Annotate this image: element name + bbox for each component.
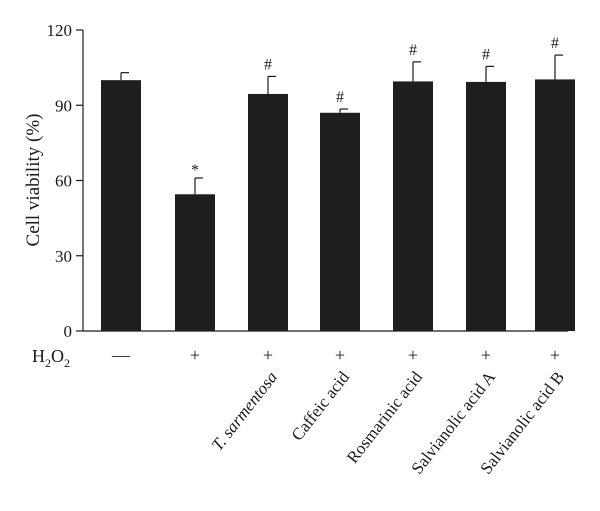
h2o2-sign: + bbox=[190, 345, 200, 365]
y-tick-label: 120 bbox=[47, 21, 73, 40]
y-tick-label: 60 bbox=[55, 172, 72, 191]
h2o2-sign: + bbox=[481, 345, 491, 365]
h2o2-sign: + bbox=[263, 345, 273, 365]
y-axis-title: Cell viability (%) bbox=[23, 114, 44, 247]
y-tick-label: 90 bbox=[55, 96, 72, 115]
bar bbox=[175, 194, 215, 331]
y-tick-label: 0 bbox=[64, 322, 73, 341]
category-label: Caffeic acid bbox=[288, 367, 354, 444]
axes: 0 30 60 90 120 bbox=[47, 21, 568, 341]
h2o2-row: H2O2 — + + + + + + bbox=[32, 345, 560, 370]
category-label: T. sarmentosa bbox=[208, 368, 282, 455]
significance-marker: # bbox=[336, 89, 344, 106]
significance-marker: # bbox=[482, 46, 490, 63]
significance-marker: * bbox=[191, 162, 199, 179]
y-tick-label: 30 bbox=[55, 247, 72, 266]
bar bbox=[248, 93, 288, 332]
category-label: Rosmarinic acid bbox=[343, 367, 427, 467]
significance-marker: # bbox=[409, 42, 417, 59]
bar bbox=[535, 79, 575, 331]
significance-marker: # bbox=[264, 56, 272, 73]
h2o2-sign: + bbox=[550, 345, 560, 365]
bars: * # # # # # bbox=[101, 35, 575, 332]
bar bbox=[393, 81, 433, 331]
h2o2-sign: + bbox=[408, 345, 418, 365]
bar bbox=[320, 112, 360, 332]
bar bbox=[101, 80, 141, 332]
h2o2-sign: + bbox=[335, 345, 345, 365]
significance-marker: # bbox=[551, 35, 559, 52]
bar bbox=[466, 81, 506, 331]
h2o2-label: H2O2 bbox=[32, 346, 70, 370]
h2o2-sign: — bbox=[111, 345, 131, 365]
